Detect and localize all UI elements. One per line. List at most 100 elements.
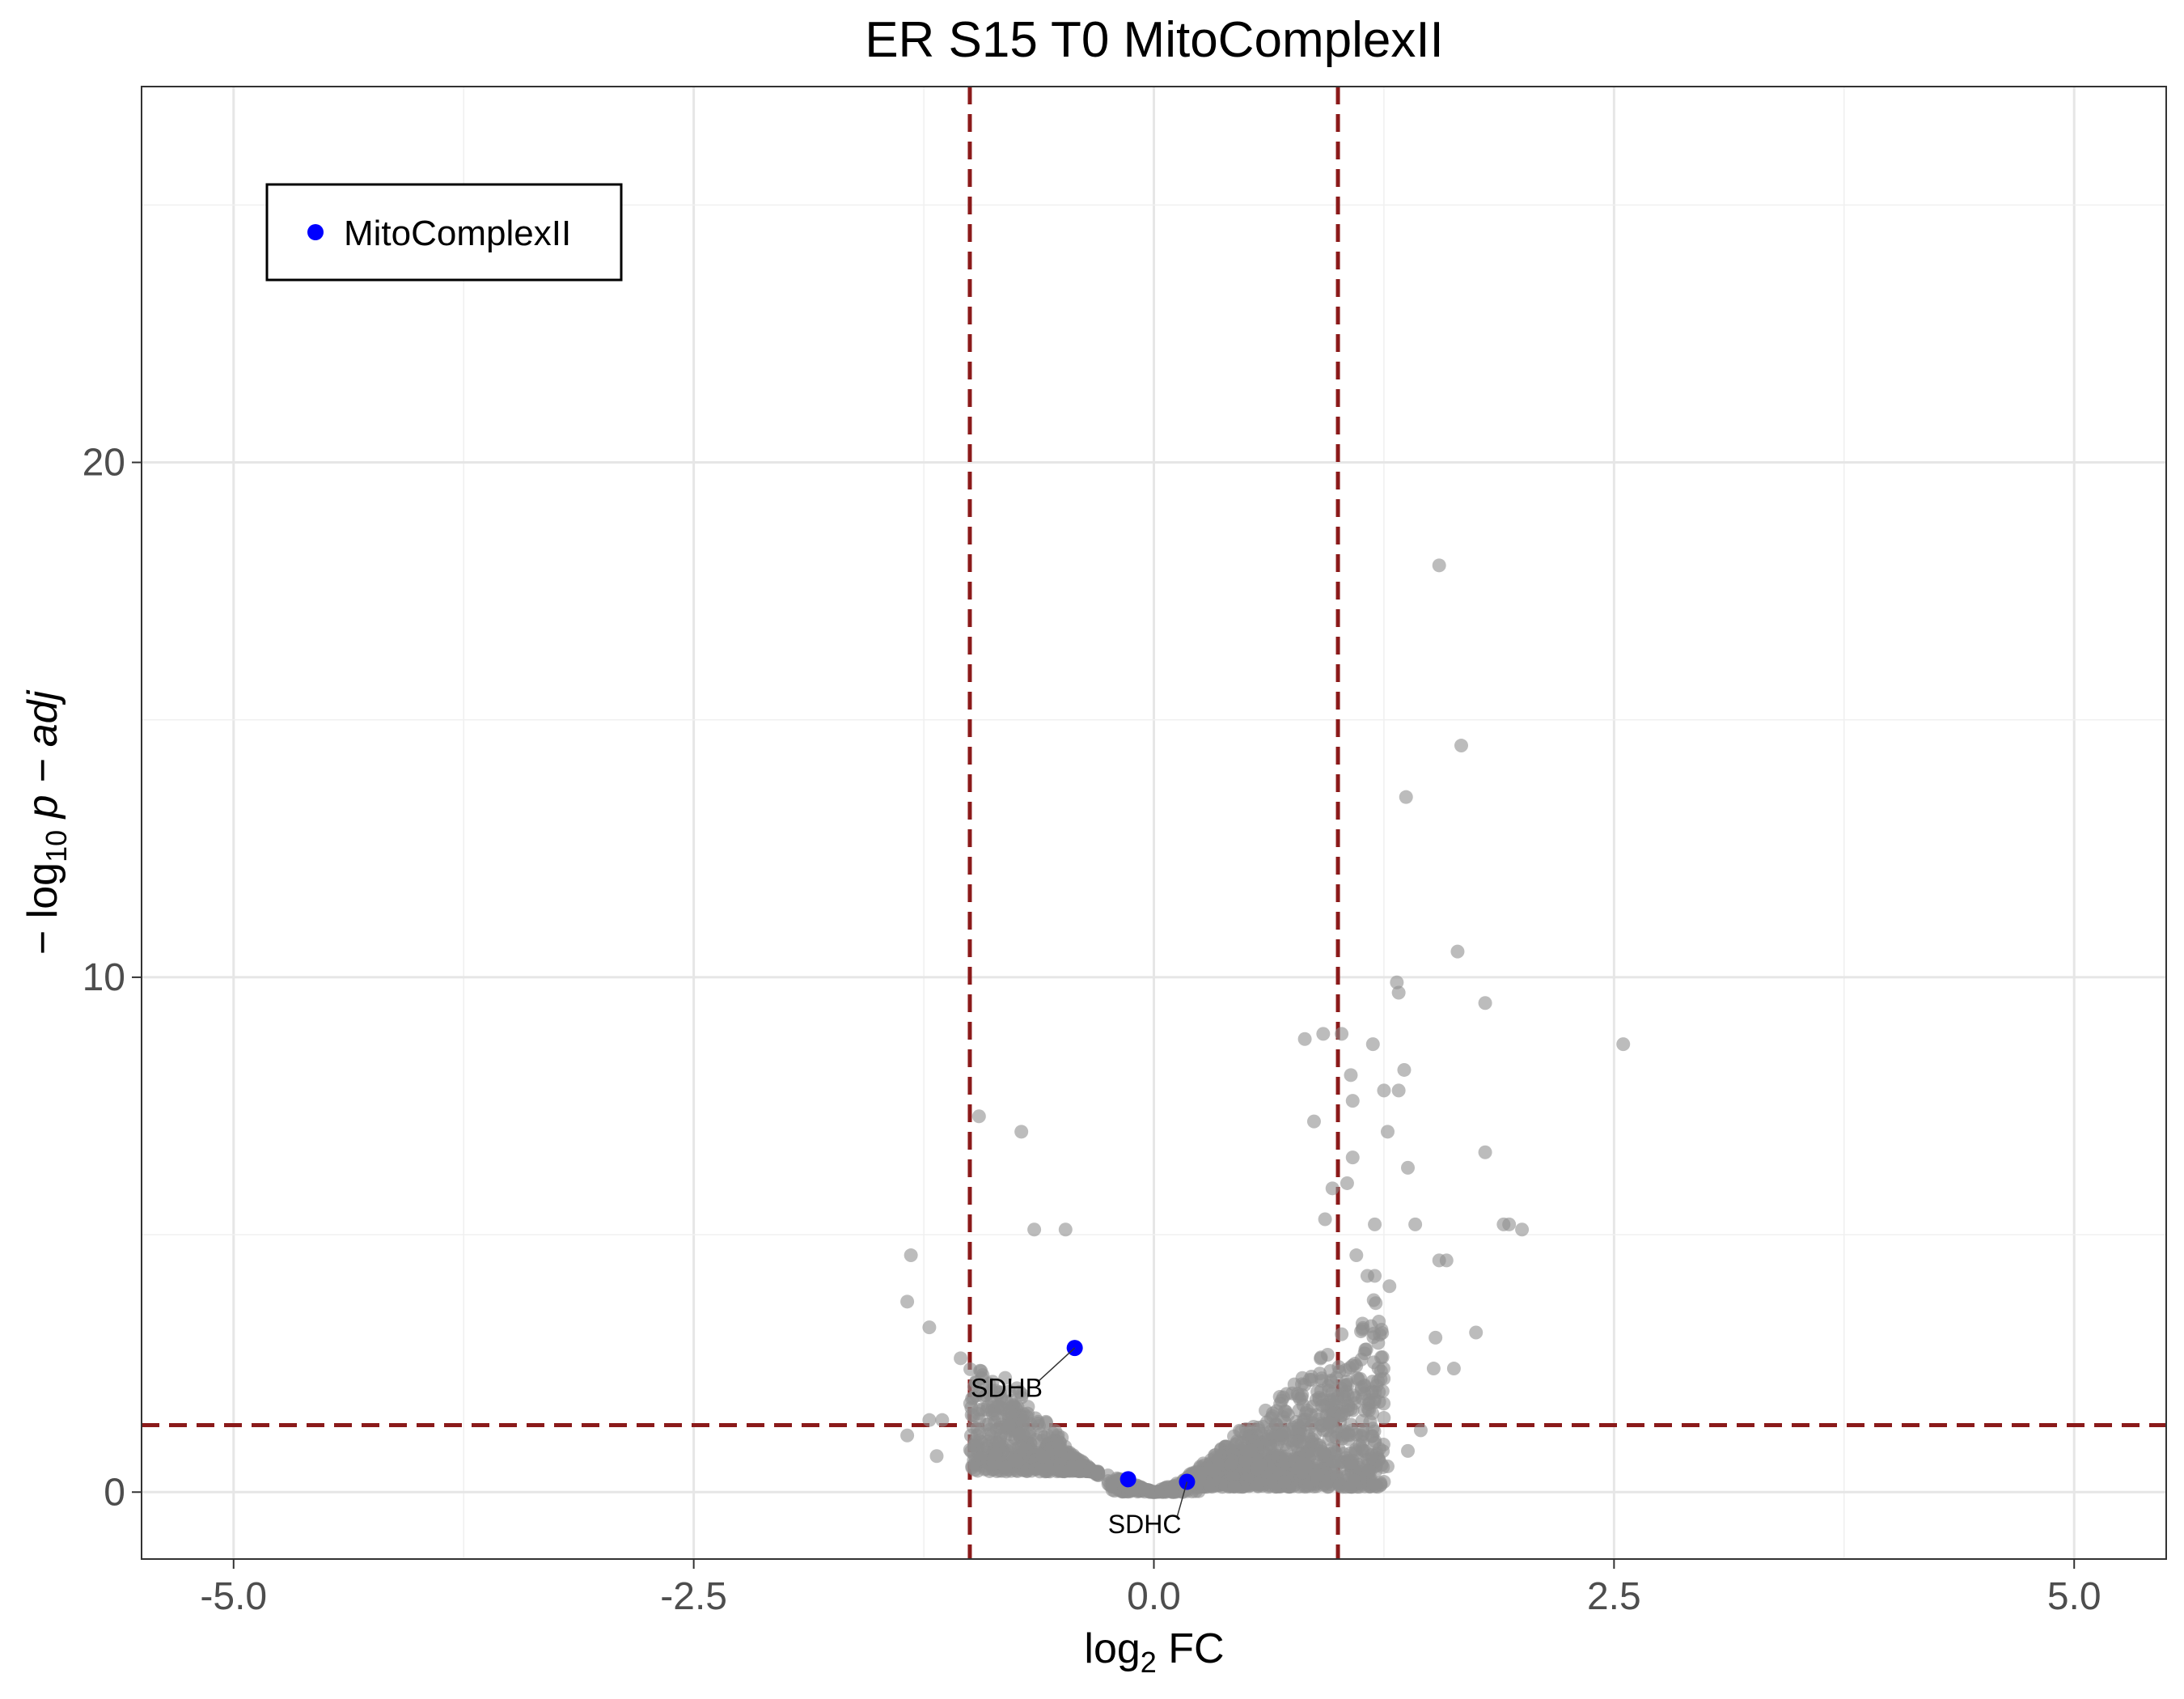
data-point-mitocomplexii	[1120, 1471, 1136, 1488]
data-point	[900, 1294, 915, 1309]
data-point	[1304, 1447, 1318, 1462]
data-point	[1027, 1222, 1042, 1237]
chart-title: ER S15 T0 MitoComplexII	[865, 12, 1444, 68]
data-point	[963, 1396, 977, 1411]
data-point	[1293, 1392, 1307, 1406]
data-point	[988, 1447, 1003, 1461]
x-tick-label: 0.0	[1127, 1575, 1181, 1618]
data-point	[1323, 1416, 1337, 1430]
data-point	[1391, 1083, 1406, 1098]
data-point	[1344, 1456, 1359, 1471]
data-point	[964, 1408, 979, 1422]
legend-key-mitocomplexii	[307, 224, 324, 240]
data-point	[1502, 1217, 1517, 1231]
data-point	[929, 1449, 944, 1464]
data-point	[1478, 996, 1492, 1011]
data-point	[904, 1248, 918, 1263]
data-point	[1287, 1377, 1302, 1392]
data-point	[1035, 1449, 1049, 1464]
data-point	[1136, 1481, 1150, 1495]
data-point	[1037, 1430, 1052, 1444]
data-point	[922, 1413, 937, 1427]
data-point	[1191, 1474, 1206, 1489]
data-point	[972, 1426, 987, 1440]
data-point	[1439, 1253, 1454, 1268]
data-point	[1390, 975, 1404, 989]
data-point	[1340, 1403, 1355, 1417]
background-points	[900, 558, 1631, 1499]
legend: MitoComplexII	[265, 183, 623, 282]
data-point	[1253, 1473, 1268, 1488]
legend-label-mitocomplexii: MitoComplexII	[344, 214, 571, 253]
data-point	[1374, 1458, 1389, 1472]
annotation-label-sdhb: SDHB	[971, 1374, 1043, 1403]
x-tick-label: 5.0	[2047, 1575, 2101, 1618]
data-point	[1432, 558, 1446, 573]
data-point	[1371, 1336, 1386, 1350]
data-point	[1053, 1443, 1068, 1458]
data-point	[1368, 1217, 1382, 1231]
data-point	[1223, 1457, 1238, 1472]
data-point	[1368, 1269, 1382, 1283]
annotation-connector	[1038, 1347, 1076, 1382]
data-point	[1302, 1372, 1317, 1387]
data-point	[965, 1460, 980, 1475]
data-point	[1365, 1385, 1379, 1400]
data-point	[1413, 1423, 1428, 1438]
data-point	[1399, 790, 1413, 804]
data-point	[1355, 1413, 1369, 1428]
y-tick-label: 0	[104, 1471, 125, 1514]
data-point	[1250, 1462, 1264, 1477]
x-tick-label: -5.0	[200, 1575, 267, 1618]
data-point	[1318, 1212, 1332, 1227]
data-point	[1356, 1443, 1370, 1458]
data-point	[998, 1460, 1013, 1475]
data-point	[1014, 1441, 1029, 1455]
data-point	[1345, 1150, 1360, 1165]
data-point	[1297, 1032, 1312, 1046]
data-point	[1344, 1068, 1358, 1083]
data-point	[998, 1371, 1013, 1385]
annotation-connector	[1176, 1481, 1188, 1518]
data-point	[1616, 1037, 1631, 1052]
data-point	[1397, 1062, 1412, 1077]
data-point	[1226, 1469, 1241, 1484]
data-point	[1312, 1390, 1327, 1405]
data-point	[1426, 1362, 1441, 1376]
data-point	[1365, 1429, 1380, 1443]
data-point	[1349, 1248, 1364, 1263]
data-point	[1377, 1083, 1391, 1098]
data-point	[1335, 1027, 1349, 1041]
data-point	[1365, 1037, 1380, 1052]
gene-annotations: SDHB SDHC	[971, 1347, 1188, 1539]
data-point	[1358, 1342, 1373, 1357]
data-point	[1227, 1480, 1242, 1494]
data-point	[981, 1417, 996, 1431]
grid	[142, 87, 2166, 1559]
data-point	[984, 1383, 998, 1398]
data-point	[1340, 1374, 1354, 1388]
data-point	[1279, 1405, 1293, 1419]
data-point	[1062, 1464, 1077, 1478]
data-point	[1401, 1443, 1416, 1458]
data-point	[1408, 1217, 1423, 1231]
data-point	[1001, 1384, 1016, 1399]
data-point	[1165, 1485, 1179, 1499]
data-point	[1373, 1350, 1388, 1365]
data-point	[1208, 1462, 1222, 1477]
data-point	[992, 1436, 1006, 1451]
x-tick-label: 2.5	[1587, 1575, 1641, 1618]
data-point	[976, 1368, 990, 1383]
data-point	[1335, 1327, 1349, 1341]
y-tick-label: 20	[83, 442, 125, 485]
data-point	[1048, 1424, 1062, 1438]
data-point	[1377, 1411, 1391, 1426]
data-point	[963, 1362, 978, 1376]
data-point	[1208, 1447, 1223, 1462]
data-point	[1314, 1351, 1328, 1366]
data-point	[1276, 1425, 1291, 1439]
data-point	[1316, 1446, 1331, 1460]
data-point	[1308, 1427, 1323, 1442]
data-point	[1028, 1411, 1043, 1426]
